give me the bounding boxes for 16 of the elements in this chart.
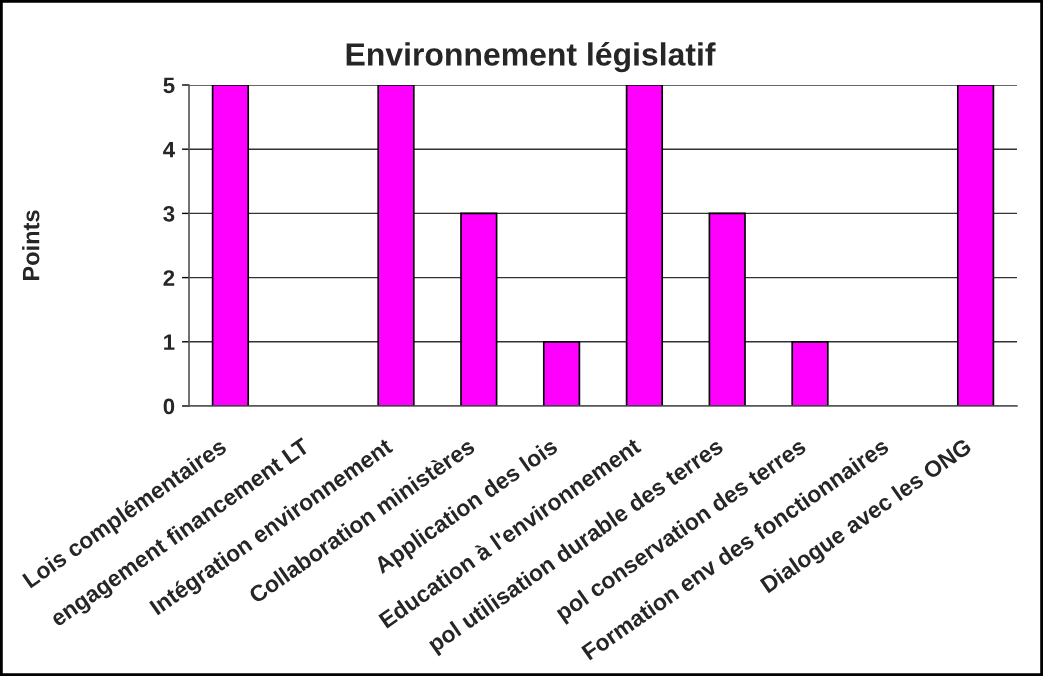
bar xyxy=(625,85,664,406)
bar xyxy=(956,85,995,406)
y-tick-label: 5 xyxy=(163,77,175,94)
chart-title: Environnement législatif xyxy=(346,42,716,73)
y-tick-label: 0 xyxy=(163,398,175,415)
y-axis-title: Points xyxy=(22,210,40,280)
bar xyxy=(377,85,415,406)
bar xyxy=(791,340,829,406)
bar xyxy=(211,85,250,406)
y-tick-label: 3 xyxy=(163,205,175,222)
bar xyxy=(542,340,581,406)
y-tick-label: 1 xyxy=(164,334,175,350)
bar xyxy=(460,212,498,406)
y-tick-label: 4 xyxy=(163,141,175,158)
bar xyxy=(708,212,746,406)
y-tick-label: 2 xyxy=(163,270,175,286)
